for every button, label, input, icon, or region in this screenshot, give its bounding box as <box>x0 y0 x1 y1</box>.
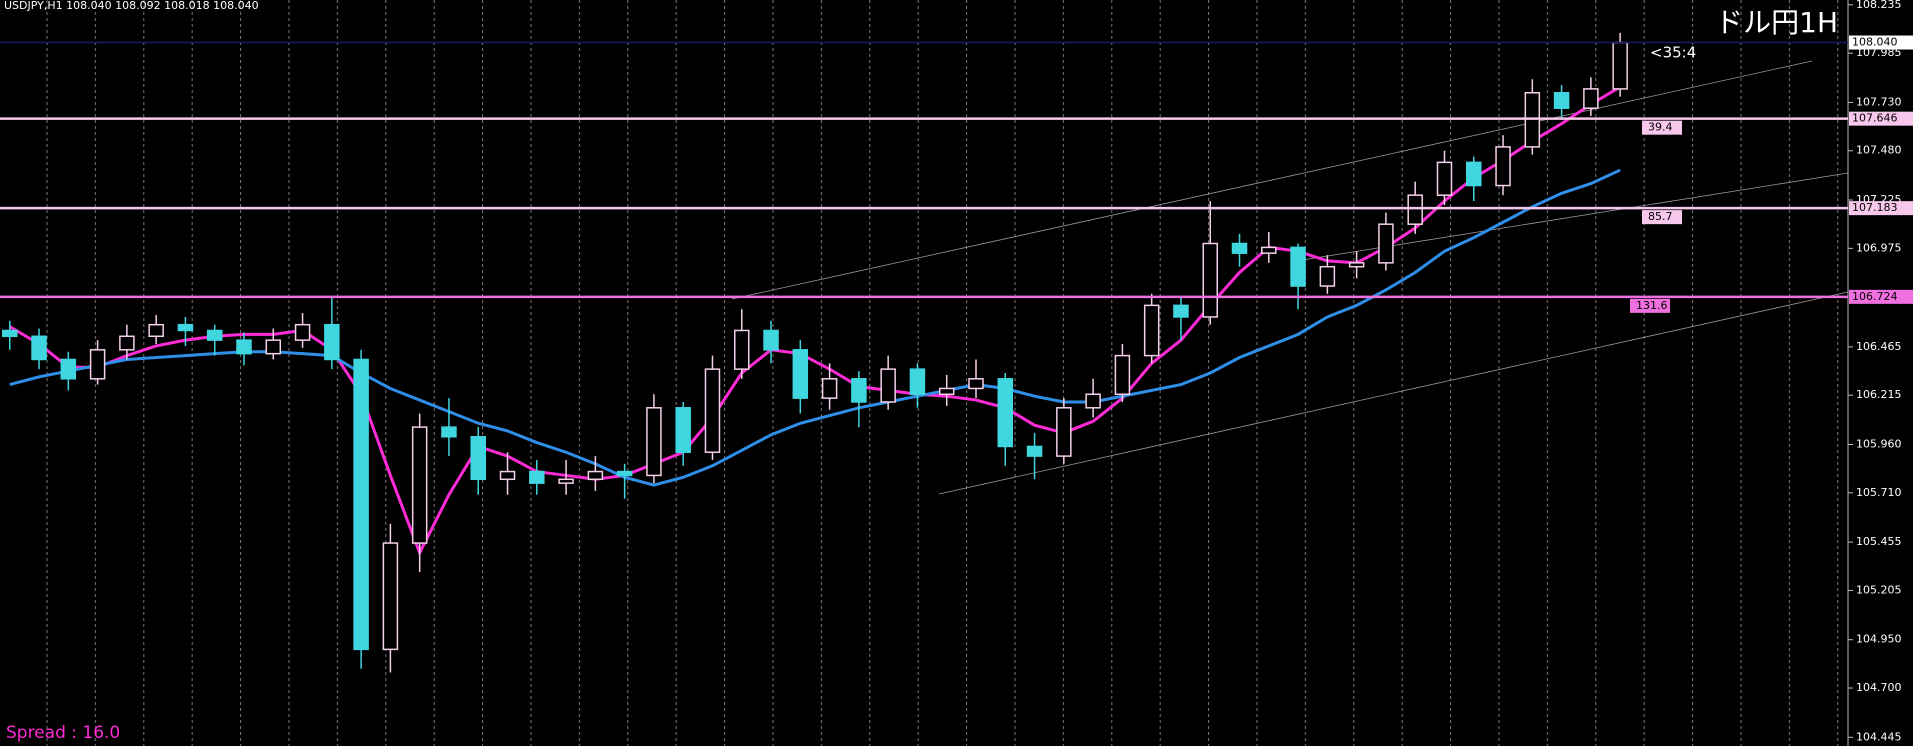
y-tick-label: 104.445 <box>1856 730 1902 743</box>
level-note: 131.6 <box>1636 299 1668 312</box>
candle-body <box>1407 194 1423 225</box>
candle-body <box>1553 92 1570 109</box>
level-note: 85.7 <box>1648 210 1673 223</box>
level-price-label: 106.724 <box>1852 290 1898 303</box>
candle-body <box>1495 146 1511 187</box>
candle-body <box>704 368 721 453</box>
candle-body <box>1114 354 1131 396</box>
chart-title: ドル円1H <box>1715 6 1838 39</box>
candle-body <box>353 358 369 651</box>
candle-body <box>499 470 516 481</box>
y-tick-label: 106.465 <box>1856 340 1902 353</box>
spread-label: Spread : 16.0 <box>6 723 120 743</box>
annotation: <35:4 <box>1650 44 1696 62</box>
candle-body <box>470 436 486 481</box>
candle-body <box>1436 161 1453 196</box>
candle-body <box>851 378 867 403</box>
candle-body <box>938 387 955 396</box>
candle-body <box>31 335 47 361</box>
candle-body <box>792 349 809 399</box>
candle-body <box>1466 161 1482 187</box>
candle-body <box>675 407 691 453</box>
level-price-label: 107.646 <box>1852 112 1898 125</box>
candle-body <box>616 470 633 477</box>
candle-body <box>1612 41 1628 90</box>
y-tick-label: 107.480 <box>1856 144 1902 157</box>
candle-body <box>1202 242 1218 318</box>
candle-body <box>587 470 604 481</box>
candle-body <box>1056 407 1072 457</box>
y-tick-label: 105.205 <box>1856 583 1902 596</box>
candle-body <box>324 323 340 361</box>
candle-body <box>119 335 135 351</box>
y-tick-label: 106.975 <box>1856 241 1902 254</box>
candle-body <box>1026 445 1043 457</box>
candle-body <box>1173 304 1189 318</box>
level-price-box <box>1849 111 1913 126</box>
candle-body <box>880 368 896 403</box>
y-tick-label: 107.730 <box>1856 95 1902 108</box>
level-note-box <box>1642 120 1682 135</box>
y-tick-label: 104.700 <box>1856 681 1902 694</box>
candle-body <box>1290 246 1306 287</box>
candle-body <box>1143 304 1160 357</box>
candle-body <box>236 339 252 355</box>
candle-body <box>177 323 194 332</box>
candle-body <box>2 329 18 338</box>
symbol-header: USDJPY,H1 108.040 108.092 108.018 108.04… <box>4 0 259 12</box>
current-price-box <box>1849 35 1913 50</box>
level-price-label: 107.183 <box>1852 201 1898 214</box>
candle-body <box>411 426 428 544</box>
candle-body <box>821 378 838 399</box>
candle-body <box>558 478 574 484</box>
level-note-box <box>1642 210 1682 225</box>
candle-body <box>529 470 545 484</box>
candle-body <box>294 323 311 341</box>
candle-body <box>89 349 106 380</box>
channel-line <box>731 60 1813 300</box>
y-tick-label: 105.455 <box>1856 535 1902 548</box>
candle-body <box>206 329 223 341</box>
candle-body <box>1085 393 1101 409</box>
y-tick-label: 105.710 <box>1856 486 1902 499</box>
candle-body <box>1348 262 1365 268</box>
level-price-box <box>1849 289 1913 304</box>
candle-body <box>265 339 282 355</box>
y-tick-label: 104.950 <box>1856 633 1902 646</box>
level-price-box <box>1849 201 1913 216</box>
candle-body <box>1378 223 1394 264</box>
candle-body <box>441 426 457 438</box>
candle-body <box>763 329 779 351</box>
candle-body <box>646 407 662 477</box>
candle-body <box>382 542 399 651</box>
candle-body <box>1261 246 1277 254</box>
candle-body <box>60 358 77 380</box>
y-tick-label: 108.235 <box>1856 0 1902 11</box>
candle-body <box>1583 88 1599 109</box>
y-tick-label: 105.960 <box>1856 438 1902 451</box>
y-tick-label: 106.215 <box>1856 388 1902 401</box>
candle-body <box>909 368 926 396</box>
candle-body <box>968 378 984 390</box>
candle-body <box>997 378 1014 448</box>
level-note: 39.4 <box>1648 121 1673 134</box>
channel-line <box>938 291 1849 495</box>
level-note-box <box>1630 298 1670 313</box>
candle-body <box>148 323 164 338</box>
candle-body <box>734 329 750 370</box>
current-price-label: 108.040 <box>1852 36 1898 49</box>
candle-body <box>1231 242 1248 254</box>
plot-area <box>2 32 1628 673</box>
candle-body <box>1319 265 1336 287</box>
